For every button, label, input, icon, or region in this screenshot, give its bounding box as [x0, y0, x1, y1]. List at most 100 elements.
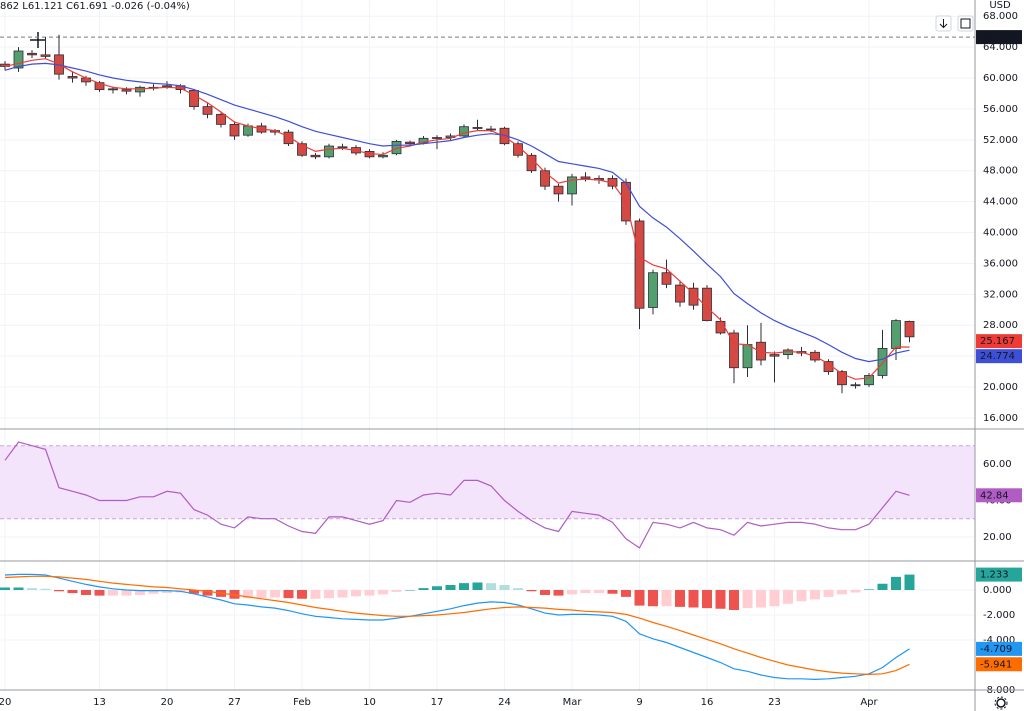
candle-body	[216, 113, 226, 125]
scroll-down-button[interactable]	[935, 15, 952, 32]
price-marker-label: 1.233	[980, 570, 1009, 581]
histogram-bar	[594, 590, 604, 594]
histogram-bar	[229, 590, 240, 599]
price-marker-label: 65.299	[980, 32, 1015, 43]
candle-body	[850, 384, 861, 387]
histogram-bar	[256, 590, 267, 599]
y-tick-label: 20.000	[983, 382, 1018, 393]
candle-body	[27, 52, 37, 56]
histogram-bar	[661, 590, 672, 607]
histogram-bar	[729, 590, 739, 610]
candle-body	[418, 137, 429, 144]
histogram-bar	[40, 588, 51, 590]
histogram-bar	[553, 590, 564, 596]
histogram-bar	[580, 590, 591, 594]
candle-body	[661, 272, 672, 285]
candle-body	[297, 143, 307, 156]
candle-body	[553, 185, 564, 195]
price-marker	[976, 657, 1022, 672]
candle-body	[702, 287, 712, 322]
histogram-bar	[526, 590, 537, 592]
histogram-bar	[823, 590, 834, 597]
histogram-bar	[756, 590, 766, 608]
candle-body	[13, 50, 24, 69]
x-tick-label: Feb	[293, 697, 311, 708]
histogram-bar	[459, 583, 469, 590]
histogram-bar	[351, 590, 361, 597]
candle-body	[405, 141, 415, 145]
histogram-bar	[81, 590, 91, 595]
candle-body	[675, 284, 685, 303]
candle-body	[135, 86, 145, 93]
price-marker-label: -5.941	[980, 659, 1012, 670]
price-marker-label: 25.167	[980, 336, 1015, 347]
histogram-bar	[283, 590, 294, 599]
histogram-bar	[783, 590, 793, 604]
candle-body	[337, 146, 348, 149]
histogram-bar	[769, 590, 780, 607]
candle-body	[67, 76, 78, 79]
histogram-bar	[715, 590, 726, 609]
x-tick-label: 27	[228, 697, 241, 708]
histogram-bar	[499, 585, 510, 590]
reset-button[interactable]	[957, 15, 974, 32]
y-tick-label: 56.000	[983, 104, 1018, 115]
histogram-bar	[162, 590, 172, 594]
histogram-bar	[702, 590, 712, 609]
histogram-bar	[337, 590, 348, 598]
currency-label: USD	[989, 0, 1011, 11]
x-tick-label: Apr	[860, 697, 878, 708]
histogram-bar	[742, 590, 753, 609]
histogram-bar	[472, 582, 483, 590]
candle-body	[540, 170, 550, 187]
y-tick-label: 64.000	[983, 42, 1018, 53]
y-tick-label: 60.000	[983, 73, 1018, 84]
candle-body	[891, 320, 901, 349]
histogram-bar	[121, 590, 132, 596]
price-marker	[976, 349, 1022, 364]
candle-body	[432, 137, 442, 139]
candle-body	[877, 348, 888, 376]
histogram-bar	[688, 590, 699, 608]
candle-body	[499, 127, 510, 145]
histogram-bar	[432, 586, 442, 590]
candle-body	[94, 82, 105, 91]
histogram-bar	[405, 590, 415, 591]
y-tick-label: 36.000	[983, 258, 1018, 269]
y-tick-label: 16.000	[983, 413, 1018, 424]
histogram-bar	[364, 590, 375, 596]
x-tick-label: 16	[701, 697, 714, 708]
candle-body	[229, 123, 240, 137]
candle-body	[459, 126, 469, 137]
histogram-bar	[877, 583, 888, 590]
histogram-bar	[13, 587, 24, 590]
y-tick-label: 68.000	[983, 11, 1018, 22]
candle-body	[189, 89, 199, 108]
candle-body	[378, 154, 388, 158]
histogram-bar	[391, 590, 402, 592]
candle-body	[40, 54, 51, 57]
histogram-bar	[607, 590, 618, 594]
histogram-bar	[243, 590, 253, 599]
settings-button[interactable]	[994, 696, 1008, 710]
price-marker	[976, 488, 1022, 503]
histogram-bar	[675, 590, 685, 607]
histogram-bar	[540, 590, 550, 595]
candle-body	[742, 344, 753, 369]
x-tick-label: 24	[498, 697, 511, 708]
candle-body	[108, 88, 118, 91]
histogram-bar	[486, 583, 496, 590]
y-tick-label: 40.000	[983, 228, 1018, 239]
price-marker-label: 42.84	[980, 490, 1009, 501]
candle-body	[324, 145, 334, 158]
histogram-bar	[202, 590, 213, 596]
y-tick-label: 44.000	[983, 197, 1018, 208]
y-tick-label: 20.00	[983, 532, 1012, 543]
candle-body	[756, 341, 766, 361]
histogram-bar	[513, 588, 523, 590]
line-series	[4, 441, 910, 549]
y-tick-label: 60.00	[983, 459, 1012, 470]
candle-body	[486, 128, 496, 131]
